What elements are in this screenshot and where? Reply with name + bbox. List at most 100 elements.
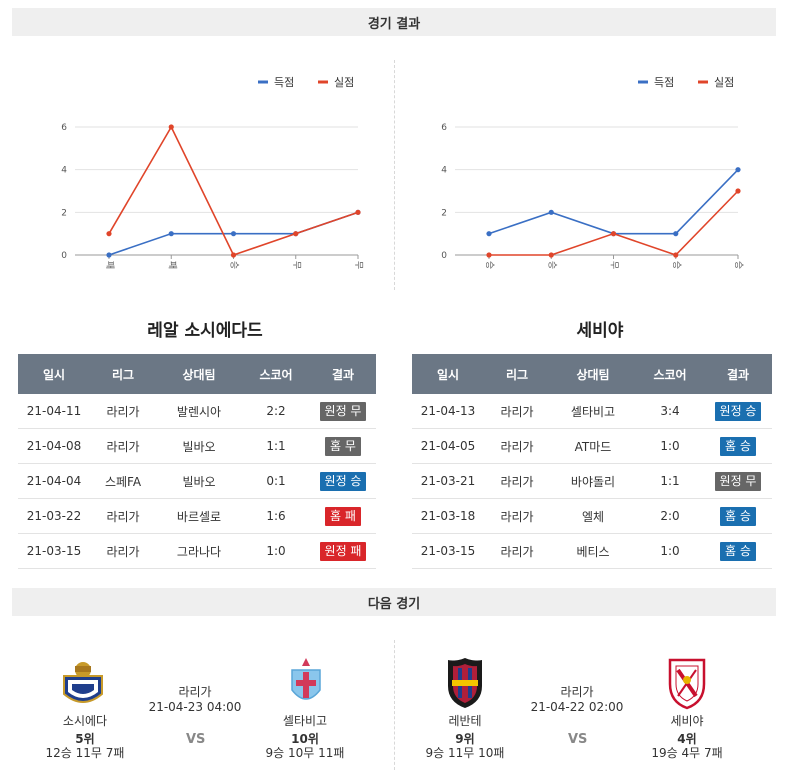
y-tick-label: 0 [61,251,67,261]
sevilla-logo-icon [668,658,706,710]
celta-vigo-logo-icon [291,658,321,700]
data-point [486,231,492,237]
next-left-home-name: 소시에다 [62,714,108,728]
legend-label: 실점 [714,76,734,89]
header-result: 결과 [310,354,376,394]
x-tick-label: 무 [353,261,364,269]
data-point [355,209,361,215]
row-result-cell: 홈 승 [704,428,772,464]
result-badge: 홈 패 [325,506,361,526]
row-result-cell: 원정 패 [310,533,376,569]
table-row: 21-03-15 라리가 그라나다 1:0 원정 패 [18,533,376,569]
x-tick-label: 승 [733,261,744,269]
data-point [168,231,174,237]
y-tick-label: 0 [441,251,447,261]
left-team-chart: 0 2 4 6 패 패 승 무 무 득점 실점 [61,76,364,269]
next-right-league: 라리가 [560,685,594,699]
row-league: 라리가 [484,533,550,569]
header-opponent: 상대팀 [156,354,242,394]
next-left-vs: VS [186,732,206,747]
row-result-cell: 원정 승 [310,463,376,499]
header-league: 리그 [484,354,550,394]
row-league: 라리가 [90,428,156,464]
row-result-cell: 홈 패 [310,498,376,534]
row-league: 라리가 [90,533,156,569]
x-tick-label: 승 [671,261,682,269]
legend-label: 득점 [274,76,294,89]
x-tick-label: 승 [546,261,557,269]
row-score: 2:0 [636,498,704,534]
x-tick-label: 무 [291,261,302,269]
row-opponent: 셀타비고 [550,394,636,429]
results-section-title: 경기 결과 [12,8,776,36]
real-sociedad-logo-icon [63,662,103,703]
result-badge: 홈 승 [720,506,756,526]
next-left-away-rank: 10위 [291,732,319,746]
next-divider [394,640,395,770]
next-right-away-rank: 4위 [677,732,697,746]
table-row: 21-03-15 라리가 베티스 1:0 홈 승 [412,533,772,569]
header-result: 결과 [704,354,772,394]
row-date: 21-03-22 [18,498,90,534]
data-point [168,124,174,130]
row-score: 1:0 [636,533,704,569]
row-opponent: 발렌시아 [156,394,242,429]
row-league: 라리가 [90,498,156,534]
row-league: 스페FA [90,463,156,499]
header-score: 스코어 [636,354,704,394]
next-right-away-record: 19승 4무 7패 [651,746,723,760]
row-score: 0:1 [242,463,310,499]
next-right-vs: VS [568,732,588,747]
row-opponent: 빌바오 [156,463,242,499]
right-team-chart: 0 2 4 6 승 승 무 승 승 득점 실점 [441,76,744,269]
y-tick-label: 4 [61,166,67,176]
row-score: 1:0 [636,428,704,464]
row-league: 라리가 [484,428,550,464]
row-league: 라리가 [484,394,550,429]
row-opponent: 빌바오 [156,428,242,464]
header-league: 리그 [90,354,156,394]
data-point [106,231,112,237]
legend-label: 득점 [654,76,674,89]
row-date: 21-03-21 [412,463,484,499]
y-tick-label: 4 [441,166,447,176]
row-result-cell: 원정 무 [704,463,772,499]
row-date: 21-04-11 [18,394,90,429]
table-header-row: 일시 리그 상대팀 스코어 결과 [18,354,376,394]
row-opponent: 베티스 [550,533,636,569]
next-right-home-name: 레반테 [448,714,482,728]
data-point [610,231,617,237]
result-badge: 원정 패 [319,541,367,561]
data-point [106,252,112,258]
data-point [735,188,741,194]
data-point [486,252,492,258]
table-row: 21-03-22 라리가 바르셀로 1:6 홈 패 [18,498,376,534]
row-opponent: 엘체 [550,498,636,534]
result-badge: 홈 승 [720,436,756,456]
data-point [673,252,679,258]
row-date: 21-03-15 [18,533,90,569]
header-opponent: 상대팀 [550,354,636,394]
row-opponent: 바르셀로 [156,498,242,534]
data-point [230,231,237,237]
data-point [673,231,679,237]
row-league: 라리가 [484,498,550,534]
x-tick-label: 승 [484,261,495,269]
row-date: 21-04-05 [412,428,484,464]
data-point [735,167,741,173]
header-date: 일시 [412,354,484,394]
next-section-title: 다음 경기 [12,588,776,616]
row-league: 라리가 [90,394,156,429]
row-result-cell: 홈 무 [310,428,376,464]
next-right-away-name: 세비야 [670,714,704,728]
next-left-datetime: 21-04-23 04:00 [148,700,242,714]
table-row: 21-04-05 라리가 AT마드 1:0 홈 승 [412,428,772,464]
row-date: 21-04-04 [18,463,90,499]
table-row: 21-04-04 스페FA 빌바오 0:1 원정 승 [18,463,376,499]
result-badge: 원정 무 [714,471,762,491]
x-tick-label: 패 [166,261,177,269]
series-line-1 [489,190,739,256]
row-opponent: 그라나다 [156,533,242,569]
table-row: 21-04-08 라리가 빌바오 1:1 홈 무 [18,428,376,464]
